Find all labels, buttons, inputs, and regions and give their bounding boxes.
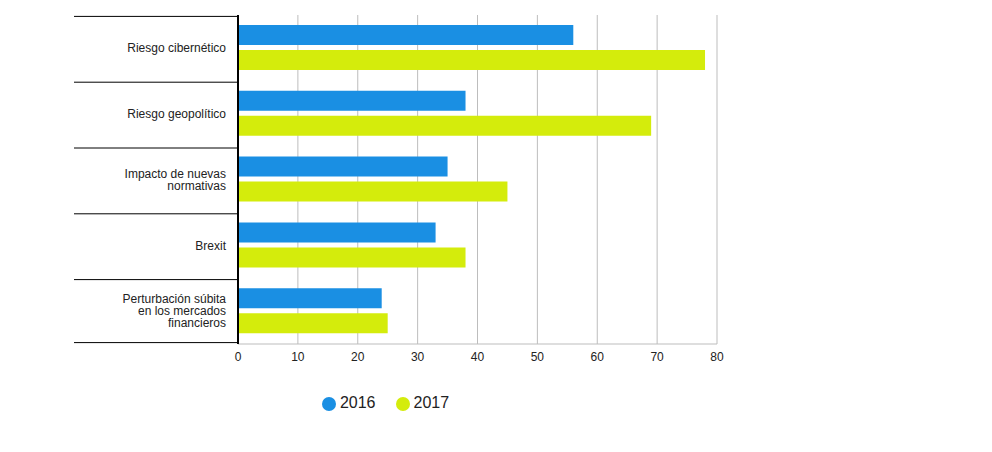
html-text:2016: 2016 bbox=[339, 394, 376, 411]
svg-text:70: 70 bbox=[650, 350, 664, 364]
svg-text:20: 20 bbox=[351, 350, 365, 364]
html-text:2017: 2017 bbox=[413, 394, 450, 411]
svg-text:0: 0 bbox=[235, 350, 242, 364]
svg-text:Riesgo geopolítico: Riesgo geopolítico bbox=[127, 107, 226, 121]
svg-text:30: 30 bbox=[411, 350, 425, 364]
svg-text:Riesgo cibernético: Riesgo cibernético bbox=[127, 41, 226, 55]
svg-text:40: 40 bbox=[471, 350, 485, 364]
svg-text:Impacto de nuevasnormativas: Impacto de nuevasnormativas bbox=[125, 167, 226, 193]
svg-text:80: 80 bbox=[710, 350, 724, 364]
svg-text:60: 60 bbox=[591, 350, 605, 364]
svg-text:10: 10 bbox=[291, 350, 305, 364]
svg-text:Perturbación súbitaen los merc: Perturbación súbitaen los mercadosfinanc… bbox=[123, 292, 227, 330]
svg-text:50: 50 bbox=[531, 350, 545, 364]
svg-text:Brexit: Brexit bbox=[195, 239, 226, 253]
